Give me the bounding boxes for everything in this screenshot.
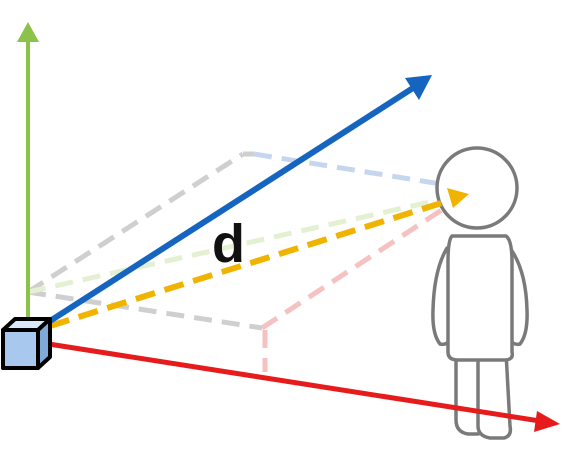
person-icon — [431, 146, 529, 440]
y-axis — [17, 22, 39, 326]
gray-projection-top — [26, 151, 245, 295]
x-axis — [35, 339, 560, 432]
pink-projection — [260, 191, 468, 331]
distance-label: d — [212, 214, 245, 274]
green-projection — [27, 191, 467, 295]
z-axis-arrowhead — [405, 75, 432, 100]
gray-projection-bottom — [27, 289, 263, 331]
camera-cube-icon — [1, 317, 52, 370]
blue-projection — [253, 151, 467, 191]
distance-vector — [49, 188, 469, 329]
distance-vector-arrowhead — [447, 188, 469, 208]
y-axis-arrowhead — [17, 22, 39, 42]
z-axis — [34, 75, 432, 333]
x-axis-arrowhead — [534, 411, 560, 432]
projection-lines — [26, 151, 468, 372]
